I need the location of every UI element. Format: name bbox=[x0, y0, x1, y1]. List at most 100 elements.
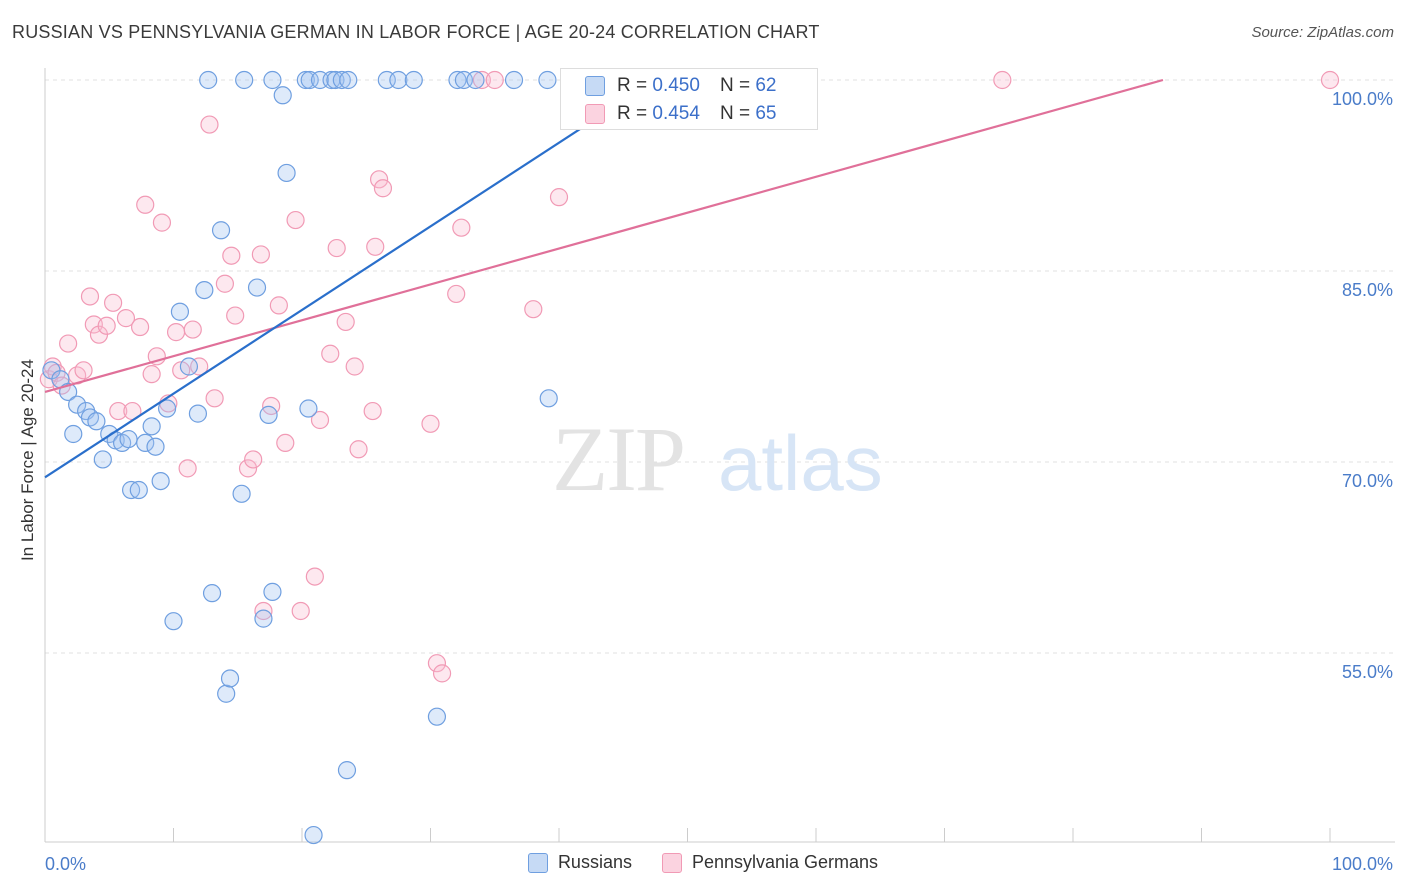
legend-label-pennsylvania-germans: Pennsylvania Germans bbox=[691, 852, 879, 872]
stats-r-label: R = bbox=[617, 103, 648, 124]
point-pennsylvania-germans bbox=[152, 213, 172, 232]
point-russians bbox=[466, 70, 485, 90]
point-russians bbox=[504, 70, 524, 90]
point-russians bbox=[539, 389, 558, 408]
point-russians bbox=[389, 70, 408, 90]
point-pennsylvania-germans bbox=[349, 440, 368, 459]
stats-row-russians: R = 0.450 N = 62 bbox=[585, 75, 776, 97]
point-pennsylvania-germans bbox=[373, 179, 393, 198]
x-tick-label-min: 0.0% bbox=[45, 854, 86, 874]
point-russians bbox=[339, 70, 358, 90]
point-pennsylvania-germans bbox=[215, 274, 234, 293]
point-pennsylvania-germans bbox=[200, 115, 219, 134]
point-russians bbox=[142, 417, 161, 436]
point-russians bbox=[538, 70, 557, 90]
point-pennsylvania-germans bbox=[1320, 70, 1340, 90]
point-russians bbox=[202, 584, 222, 603]
point-pennsylvania-germans bbox=[993, 70, 1012, 90]
point-russians bbox=[199, 70, 218, 90]
point-pennsylvania-germans bbox=[366, 237, 385, 256]
stats-r-value: 0.454 bbox=[652, 103, 700, 124]
point-russians bbox=[263, 70, 282, 90]
point-pennsylvania-germans bbox=[238, 459, 258, 478]
tick-labels: 55.0% 70.0% 85.0% 100.0% 0.0% 100.0% bbox=[45, 89, 1393, 874]
point-pennsylvania-germans bbox=[452, 218, 471, 237]
axes bbox=[44, 68, 1395, 843]
point-pennsylvania-germans bbox=[97, 316, 116, 335]
point-russians bbox=[195, 281, 214, 300]
point-pennsylvania-germans bbox=[305, 567, 324, 586]
point-russians bbox=[427, 707, 447, 726]
point-russians bbox=[170, 302, 190, 321]
point-russians bbox=[129, 480, 148, 500]
x-tick-label-max: 100.0% bbox=[1332, 854, 1393, 874]
point-russians bbox=[232, 484, 251, 503]
point-pennsylvania-germans bbox=[336, 312, 355, 332]
point-pennsylvania-germans bbox=[524, 300, 543, 319]
point-russians bbox=[273, 86, 292, 105]
source-label: Source: ZipAtlas.com bbox=[1251, 24, 1394, 41]
point-pennsylvania-germans bbox=[286, 210, 305, 230]
point-russians bbox=[220, 669, 240, 688]
point-russians bbox=[151, 472, 170, 491]
watermark-atlas: atlas bbox=[718, 419, 883, 507]
y-tick-label: 70.0% bbox=[1342, 471, 1393, 491]
legend-item-russians[interactable]: Russians bbox=[527, 852, 632, 873]
point-pennsylvania-germans bbox=[84, 315, 103, 334]
point-russians bbox=[326, 70, 345, 90]
point-pennsylvania-germans bbox=[345, 357, 364, 376]
point-pennsylvania-germans bbox=[166, 323, 186, 342]
point-russians bbox=[259, 405, 278, 424]
y-tick-label: 55.0% bbox=[1342, 662, 1393, 682]
legend-item-pennsylvania-germans[interactable]: Pennsylvania Germans bbox=[661, 852, 879, 873]
stats-swatch-russians bbox=[585, 76, 605, 96]
point-russians bbox=[300, 70, 319, 90]
point-pennsylvania-germans bbox=[363, 401, 382, 421]
point-russians bbox=[121, 480, 141, 500]
point-russians bbox=[263, 582, 282, 601]
trend-lines bbox=[44, 78, 1164, 479]
point-russians bbox=[247, 278, 267, 297]
point-pennsylvania-germans bbox=[432, 664, 452, 683]
point-russians bbox=[68, 395, 87, 414]
y-tick-label: 85.0% bbox=[1342, 280, 1393, 300]
point-pennsylvania-germans bbox=[485, 70, 504, 90]
stats-r-label: R = bbox=[617, 75, 648, 96]
point-russians bbox=[64, 424, 83, 444]
point-pennsylvania-germans bbox=[251, 245, 270, 264]
watermark-zip: ZIP bbox=[552, 408, 684, 510]
point-russians bbox=[146, 437, 165, 456]
point-pennsylvania-germans bbox=[222, 246, 241, 265]
y-tick-label: 100.0% bbox=[1332, 89, 1393, 109]
point-pennsylvania-germans bbox=[130, 317, 150, 337]
point-pennsylvania-germans bbox=[226, 306, 245, 325]
point-pennsylvania-germans bbox=[74, 361, 93, 380]
point-pennsylvania-germans bbox=[142, 365, 161, 384]
point-russians bbox=[188, 404, 208, 423]
point-russians bbox=[179, 357, 199, 376]
point-russians bbox=[164, 612, 183, 631]
point-pennsylvania-germans bbox=[276, 433, 295, 452]
point-pennsylvania-germans bbox=[327, 238, 346, 258]
point-pennsylvania-germans bbox=[190, 357, 209, 376]
trend-line-russians bbox=[44, 79, 656, 479]
point-pennsylvania-germans bbox=[269, 296, 288, 315]
point-pennsylvania-germans bbox=[291, 601, 310, 621]
trend-line-pennsylvania-germans bbox=[44, 78, 1164, 394]
point-russians bbox=[277, 163, 296, 183]
point-russians bbox=[337, 761, 357, 780]
point-russians bbox=[136, 433, 155, 452]
point-russians bbox=[299, 399, 318, 418]
point-pennsylvania-germans bbox=[80, 287, 100, 306]
point-russians bbox=[217, 684, 236, 703]
point-russians bbox=[332, 70, 351, 90]
point-pennsylvania-germans bbox=[104, 293, 123, 312]
point-pennsylvania-germans bbox=[136, 195, 155, 214]
point-pennsylvania-germans bbox=[370, 170, 389, 189]
stats-row-pennsylvania-germans: R = 0.454 N = 65 bbox=[585, 103, 776, 125]
point-pennsylvania-germans bbox=[183, 320, 202, 339]
point-russians bbox=[235, 70, 254, 90]
stats-r-value: 0.450 bbox=[652, 75, 700, 96]
point-pennsylvania-germans bbox=[421, 414, 440, 433]
stats-legend: R = 0.450 N = 62 R = 0.454 N = 65 bbox=[560, 68, 818, 130]
